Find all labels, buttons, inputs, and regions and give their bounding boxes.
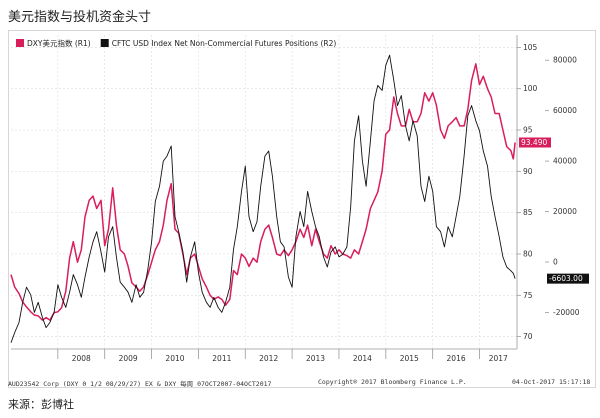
- cftc-last-value: -6603.00: [549, 274, 583, 283]
- cftc-last-value-flag: [547, 273, 589, 284]
- y1-tick-label: 100: [523, 84, 538, 93]
- y1-tick-label: 90: [523, 167, 533, 176]
- y2-tick-label: 80000: [553, 56, 577, 65]
- dxy-last-value: 93.490: [521, 138, 547, 147]
- y1-tick-label: 80: [523, 249, 533, 258]
- legend-label-cftc: CFTC USD Index Net Non-Commercial Future…: [112, 39, 337, 48]
- x-tick-label: 2009: [119, 354, 138, 363]
- y1-tick-label: 105: [523, 43, 538, 52]
- chart-panel: 70 75 80 85 90 95 100 105 80000 60000 40000 20000 0 -…: [8, 30, 596, 388]
- y2-tick-label: 40000: [553, 157, 577, 166]
- y2-tick-label: 60000: [553, 106, 577, 115]
- x-tick-label: 2016: [447, 354, 466, 363]
- page-title: 美元指数与投机资金头寸: [8, 10, 152, 25]
- y1-tick-label: 95: [523, 126, 533, 135]
- plot-area: [11, 35, 517, 349]
- x-tick-label: 2017: [489, 354, 508, 363]
- x-tick-label: 2008: [72, 354, 91, 363]
- y1-tick-label: 85: [523, 208, 533, 217]
- legend-swatch-dxy: [16, 39, 24, 47]
- x-tick-label: 2015: [400, 354, 419, 363]
- x-tick-label: 2010: [165, 354, 184, 363]
- y1-tick-label: 75: [523, 291, 533, 300]
- footer-copyright: Copyright® 2017 Bloomberg Finance L.P.: [318, 378, 467, 386]
- legend-label-dxy: DXY美元指数 (R1): [27, 38, 91, 48]
- y2-tick-label: -20000: [553, 308, 580, 317]
- dxy-last-value-flag: [519, 137, 551, 148]
- legend-swatch-cftc: [100, 39, 109, 47]
- y2-tick-label: 0: [553, 257, 558, 266]
- y2-tick-label: 20000: [553, 207, 577, 216]
- x-tick-label: 2014: [353, 354, 372, 363]
- y1-tick-label: 70: [523, 332, 533, 341]
- x-tick-label: 2011: [212, 354, 231, 363]
- footer-timestamp: 04-Oct-2017 15:17:18: [512, 378, 591, 386]
- dxy-line: [10, 63, 516, 321]
- cftc-line: [10, 54, 516, 343]
- chart: 70 75 80 85 90 95 100 105 80000 60000 40000 20000 0 -…: [10, 35, 589, 363]
- x-tick-label: 2013: [306, 354, 325, 363]
- footer-security-info: AUD23542 Corp (DXY 0 1/2 08/29/27) EX & …: [8, 380, 272, 388]
- x-tick-label: 2012: [259, 354, 278, 363]
- source-note: 来源：彭博社: [8, 398, 74, 411]
